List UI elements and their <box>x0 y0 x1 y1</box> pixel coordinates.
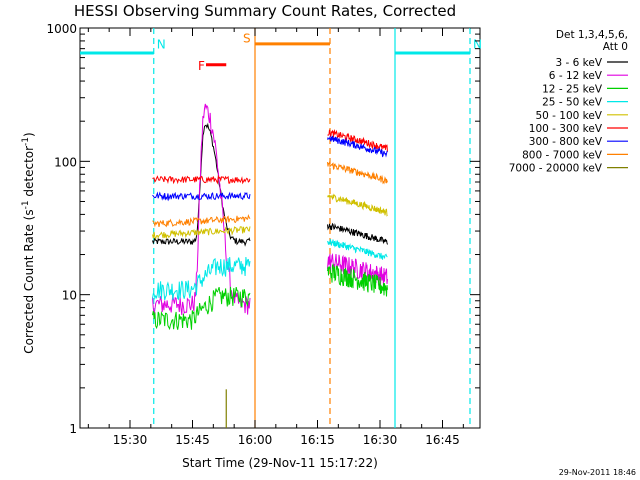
x-tick-label-1: 15:45 <box>175 433 210 447</box>
y-tick-label-3: 1000 <box>46 22 77 36</box>
legend-label-2: 12 - 25 keV <box>542 83 603 95</box>
legend-label-6: 300 - 800 keV <box>529 136 603 148</box>
series-line-seg1-4 <box>152 226 251 240</box>
axis-layer: 15:30 15:45 16:00 16:15 16:30 16:45 1 10 100 1000 <box>46 22 480 447</box>
legend-label-1: 6 - 12 keV <box>549 70 603 82</box>
x-tick-label-2: 16:00 <box>238 433 273 447</box>
series-line-seg2-4 <box>327 193 388 217</box>
legend-label-3: 25 - 50 keV <box>542 97 603 109</box>
legend-label-7: 800 - 7000 keV <box>522 149 603 161</box>
legend-header-line1: Det 1,3,4,5,6, <box>556 29 628 41</box>
y-tick-label-0: 1 <box>69 422 77 436</box>
night-label-0: N <box>157 38 166 52</box>
plot-frame <box>79 27 481 429</box>
series-line-seg1-5 <box>152 174 251 185</box>
series-line-seg1-3 <box>152 256 251 301</box>
series-layer <box>152 103 388 428</box>
x-axis-label: Start Time (29-Nov-11 15:17:22) <box>182 456 378 470</box>
series-line-seg2-7 <box>327 160 388 185</box>
legend-label-0: 3 - 6 keV <box>555 57 602 69</box>
legend-label-8: 7000 - 20000 keV <box>509 163 603 175</box>
series-line-seg1-7 <box>152 214 251 228</box>
y-tick-label-1: 10 <box>62 289 77 303</box>
x-tick-label-3: 16:15 <box>300 433 335 447</box>
flare-label: F <box>198 59 205 73</box>
series-line-seg2-0 <box>327 222 388 245</box>
series-line-seg1-6 <box>152 191 251 202</box>
y-tick-label-2: 100 <box>54 155 77 169</box>
marker-layer: N N S F <box>80 28 482 428</box>
night-label-1: N <box>473 38 482 52</box>
y-axis-label: Corrected Count Rate (s-1 detector-1) <box>21 132 36 353</box>
x-tick-label-0: 15:30 <box>113 433 148 447</box>
series-line-seg2-6 <box>327 135 388 158</box>
series-line-seg1-2 <box>152 286 251 331</box>
legend-header-line2: Att 0 <box>603 41 628 53</box>
saa-label: S <box>243 31 251 45</box>
legend-label-5: 100 - 300 keV <box>529 123 603 135</box>
series-line-seg2-2 <box>327 263 388 297</box>
x-tick-label-4: 16:30 <box>363 433 398 447</box>
chart-title: HESSI Observing Summary Count Rates, Cor… <box>74 2 456 20</box>
series-line-seg2-3 <box>327 239 388 260</box>
legend-label-4: 50 - 100 keV <box>535 110 602 122</box>
x-tick-label-5: 16:45 <box>425 433 460 447</box>
timestamp: 29-Nov-2011 18:46 <box>559 468 636 477</box>
